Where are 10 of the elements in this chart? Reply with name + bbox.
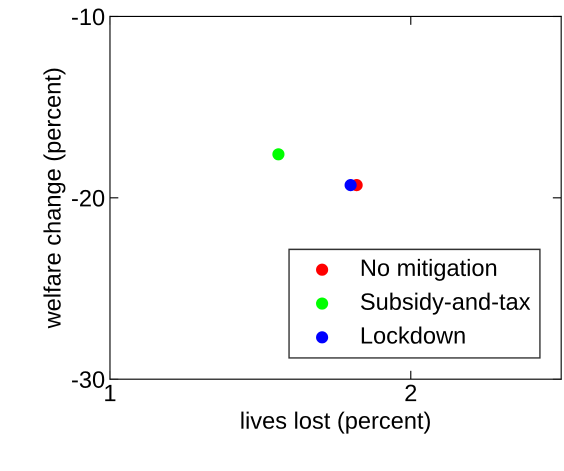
legend-label: Subsidy-and-tax bbox=[360, 292, 530, 315]
legend-label: No mitigation bbox=[362, 258, 496, 281]
x-axis-title: lives lost (percent) bbox=[241, 412, 430, 434]
y-tick-label: -10 bbox=[72, 8, 104, 26]
y-tick-label: -30 bbox=[72, 371, 104, 388]
x-tick-label: 2 bbox=[405, 384, 416, 402]
x-tick-label: 1 bbox=[105, 384, 116, 402]
legend-label: Lockdown bbox=[362, 326, 465, 344]
y-tick-label: -20 bbox=[72, 190, 104, 207]
y-axis-title: welfare change (percent) bbox=[43, 68, 66, 328]
